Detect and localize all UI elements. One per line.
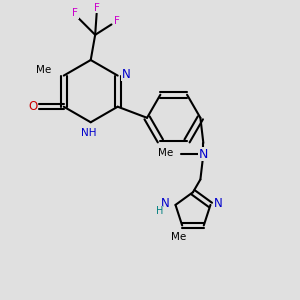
Text: NH: NH: [82, 128, 97, 138]
Text: F: F: [72, 8, 78, 18]
Text: Me: Me: [36, 65, 51, 75]
Text: N: N: [214, 197, 223, 210]
Text: Me: Me: [171, 232, 186, 242]
Text: F: F: [94, 3, 100, 13]
Text: N: N: [199, 148, 208, 161]
Text: N: N: [161, 197, 170, 210]
Text: H: H: [155, 206, 163, 216]
Text: F: F: [114, 16, 120, 26]
Text: Me: Me: [158, 148, 173, 158]
Text: N: N: [122, 68, 130, 81]
Text: O: O: [28, 100, 37, 113]
